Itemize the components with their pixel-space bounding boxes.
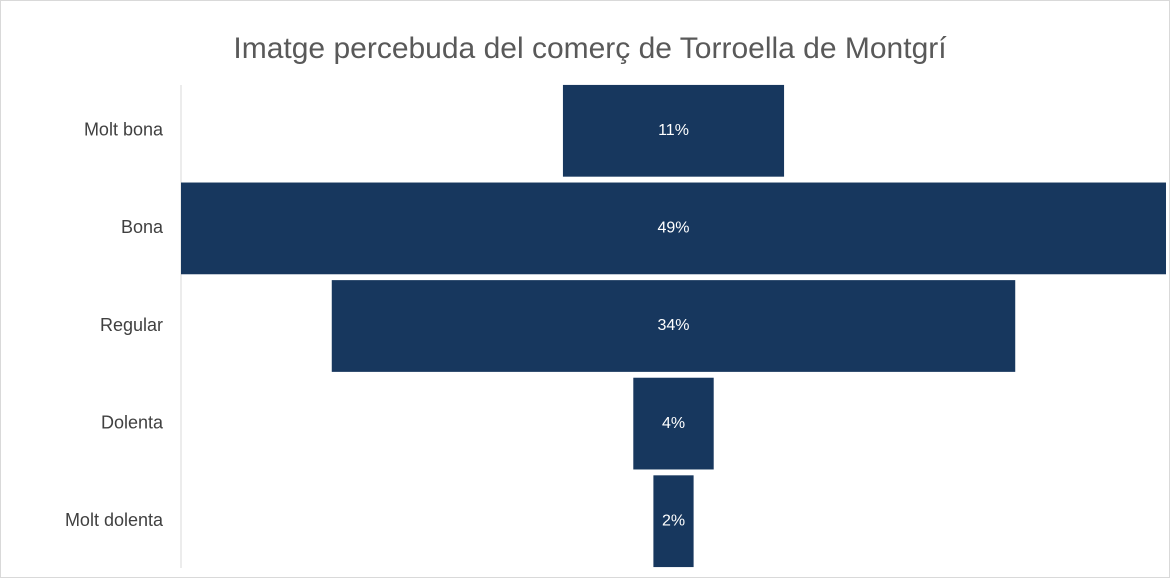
value-label: 4%	[662, 415, 685, 432]
bar	[181, 182, 1166, 275]
value-label: 34%	[657, 317, 689, 334]
value-label: 2%	[662, 512, 685, 529]
category-label: Molt dolenta	[65, 510, 164, 530]
value-label: 11%	[658, 122, 689, 139]
category-label: Molt bona	[84, 120, 164, 140]
value-label: 49%	[657, 220, 689, 237]
category-label: Regular	[100, 315, 163, 335]
bar	[653, 475, 694, 568]
chart-title: Imatge percebuda del comerç de Torroella…	[233, 32, 947, 65]
bar	[633, 377, 714, 470]
category-label: Dolenta	[101, 412, 164, 432]
bar	[331, 280, 1016, 372]
bar	[562, 84, 785, 177]
category-label: Bona	[121, 217, 164, 237]
